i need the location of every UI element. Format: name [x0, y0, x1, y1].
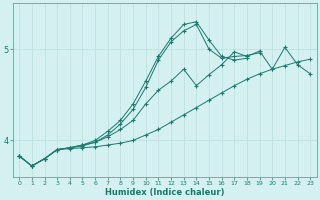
X-axis label: Humidex (Indice chaleur): Humidex (Indice chaleur): [105, 188, 224, 197]
